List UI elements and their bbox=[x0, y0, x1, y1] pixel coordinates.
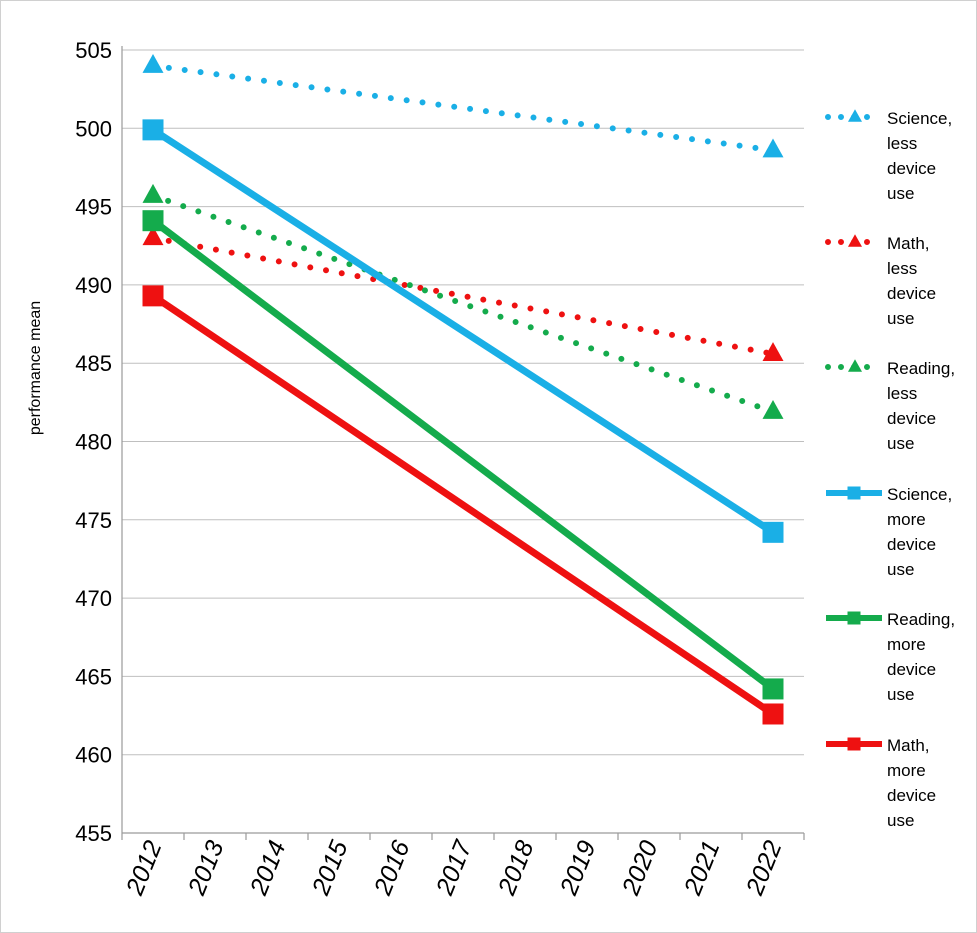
x-tick-label: 2015 bbox=[306, 837, 353, 900]
y-axis-label: performance mean bbox=[27, 301, 44, 435]
legend-label: Science, bbox=[887, 109, 952, 128]
legend-label: less bbox=[887, 134, 917, 153]
legend-swatch-marker bbox=[848, 359, 862, 372]
data-point-triangle bbox=[142, 53, 164, 73]
series-line bbox=[150, 234, 776, 357]
x-tick-label: 2021 bbox=[678, 837, 725, 900]
series-line bbox=[150, 62, 776, 154]
legend-swatch-marker bbox=[847, 486, 861, 500]
data-point-square bbox=[762, 521, 784, 543]
legend-label: more bbox=[887, 761, 926, 780]
data-point-triangle bbox=[142, 226, 164, 246]
legend-label: Science, bbox=[887, 485, 952, 504]
legend-item: Reading, less device use bbox=[825, 359, 955, 453]
x-tick-label: 2013 bbox=[182, 837, 229, 900]
series-group bbox=[142, 53, 784, 725]
series-line bbox=[150, 217, 776, 692]
y-tick-label: 495 bbox=[75, 195, 112, 220]
data-point-square bbox=[142, 285, 164, 307]
data-point-square bbox=[762, 678, 784, 700]
y-tick-label: 455 bbox=[75, 821, 112, 846]
legend-item: Reading, more device use bbox=[826, 610, 955, 704]
legend-swatch-marker bbox=[847, 611, 861, 625]
y-tick-label: 490 bbox=[75, 273, 112, 298]
x-tick-label: 2019 bbox=[554, 837, 601, 900]
legend-label: device bbox=[887, 159, 936, 178]
legend-label: use bbox=[887, 434, 914, 453]
y-tick-label: 465 bbox=[75, 664, 112, 689]
legend-label: device bbox=[887, 409, 936, 428]
legend-swatch-marker bbox=[848, 109, 862, 122]
data-point-triangle bbox=[762, 342, 784, 361]
y-tick-label: 505 bbox=[75, 38, 112, 63]
y-tick-label: 480 bbox=[75, 430, 112, 455]
data-point-triangle bbox=[142, 183, 164, 203]
legend-swatch-marker bbox=[848, 234, 862, 247]
series-line bbox=[151, 126, 775, 536]
legend-label: device bbox=[887, 284, 936, 303]
y-tick-label: 460 bbox=[75, 743, 112, 768]
legend-label: more bbox=[887, 510, 926, 529]
axes bbox=[121, 46, 805, 840]
legend-label: less bbox=[887, 384, 917, 403]
series-reading-less-device-use bbox=[142, 183, 784, 419]
legend-label: use bbox=[887, 309, 914, 328]
y-axis-ticks: 455 460 465 470 475 480 485 490 495 500 505 bbox=[75, 38, 112, 846]
y-tick-label: 500 bbox=[75, 116, 112, 141]
x-tick-label: 2018 bbox=[492, 837, 539, 900]
data-point-square bbox=[142, 210, 164, 232]
legend-label: device bbox=[887, 535, 936, 554]
legend-label: less bbox=[887, 259, 917, 278]
legend-label: use bbox=[887, 811, 914, 830]
series-reading-more-device-use bbox=[142, 210, 784, 700]
legend-label: use bbox=[887, 184, 914, 203]
legend-label: Reading, bbox=[887, 610, 955, 629]
series-line bbox=[150, 192, 776, 415]
x-tick-label: 2012 bbox=[120, 837, 167, 900]
x-tick-label: 2016 bbox=[368, 837, 415, 900]
x-tick-label: 2014 bbox=[244, 837, 291, 900]
series-math-more-device-use bbox=[142, 285, 784, 725]
series-science-less-device-use bbox=[142, 53, 784, 158]
series-math-less-device-use bbox=[142, 226, 784, 361]
legend-label: use bbox=[887, 685, 914, 704]
legend: Science,lessdeviceuseMath,lessdeviceuseR… bbox=[825, 109, 955, 830]
y-tick-label: 485 bbox=[75, 351, 112, 376]
legend-label: device bbox=[887, 786, 936, 805]
data-point-square bbox=[762, 703, 784, 725]
x-tick-label: 2022 bbox=[740, 837, 787, 900]
legend-label: Reading, bbox=[887, 359, 955, 378]
y-tick-label: 470 bbox=[75, 586, 112, 611]
legend-swatch-marker bbox=[847, 737, 861, 751]
series-line bbox=[151, 292, 775, 717]
legend-item: Science, less device use bbox=[825, 109, 952, 203]
y-tick-label: 475 bbox=[75, 508, 112, 533]
gridlines bbox=[122, 49, 804, 756]
series-science-more-device-use bbox=[142, 119, 784, 543]
x-tick-label: 2017 bbox=[430, 836, 478, 900]
data-point-triangle bbox=[762, 400, 784, 419]
data-point-square bbox=[142, 119, 164, 141]
legend-label: more bbox=[887, 635, 926, 654]
legend-label: Math, bbox=[887, 736, 930, 755]
x-axis-ticks: 2012 2013 2014 2015 2016 2017 2018 2019 2020 2021… bbox=[120, 836, 787, 900]
legend-item: Math, more device use bbox=[826, 736, 936, 830]
data-point-triangle bbox=[762, 138, 784, 158]
legend-item: Science, more device use bbox=[826, 485, 952, 579]
legend-label: use bbox=[887, 560, 914, 579]
x-tick-label: 2020 bbox=[616, 837, 663, 900]
legend-label: device bbox=[887, 660, 936, 679]
legend-item: Math, less device use bbox=[825, 234, 936, 328]
legend-label: Math, bbox=[887, 234, 930, 253]
